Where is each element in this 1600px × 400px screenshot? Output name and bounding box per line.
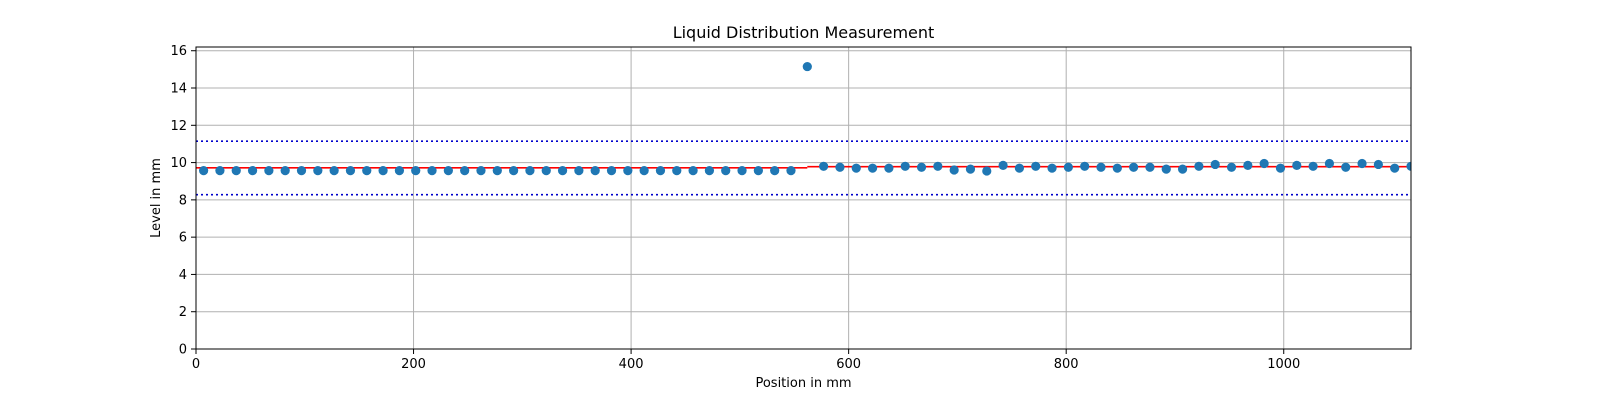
data-point bbox=[1014, 163, 1025, 173]
data-point bbox=[867, 163, 878, 173]
grid-layer bbox=[195, 47, 1411, 350]
data-point bbox=[541, 165, 551, 176]
data-point bbox=[1063, 162, 1073, 172]
data-point bbox=[1210, 159, 1220, 170]
data-point bbox=[1243, 160, 1253, 170]
data-point bbox=[639, 165, 649, 176]
data-point bbox=[786, 165, 796, 176]
data-point bbox=[655, 165, 666, 176]
data-point bbox=[884, 163, 894, 173]
data-point bbox=[1194, 161, 1204, 171]
plot-frame bbox=[195, 46, 1412, 350]
data-point bbox=[1031, 161, 1041, 171]
data-point bbox=[280, 165, 290, 176]
data-point bbox=[835, 162, 845, 172]
y-axis-title: Level in mm bbox=[149, 158, 164, 238]
y-tick-label: 10 bbox=[170, 156, 187, 171]
data-point bbox=[1324, 158, 1335, 169]
data-point bbox=[949, 165, 959, 175]
data-point bbox=[916, 162, 927, 172]
y-tick-label: 8 bbox=[179, 193, 187, 208]
data-point bbox=[590, 165, 600, 176]
data-point bbox=[1080, 161, 1090, 171]
data-point bbox=[1145, 162, 1155, 172]
data-point bbox=[851, 163, 861, 173]
data-point bbox=[1177, 164, 1188, 174]
data-point bbox=[264, 165, 274, 176]
data-point bbox=[394, 165, 405, 176]
data-point bbox=[329, 165, 339, 176]
data-point bbox=[574, 165, 584, 176]
data-point bbox=[1161, 164, 1171, 174]
data-point bbox=[199, 165, 209, 176]
data-point bbox=[802, 61, 812, 72]
data-point bbox=[933, 161, 943, 171]
data-point bbox=[606, 165, 617, 176]
data-point bbox=[1112, 163, 1122, 173]
data-point bbox=[215, 165, 225, 176]
data-point bbox=[1341, 162, 1351, 172]
y-tick-label: 4 bbox=[179, 268, 187, 283]
data-point bbox=[427, 165, 437, 176]
data-point bbox=[1390, 163, 1400, 173]
data-point bbox=[362, 165, 372, 176]
data-point bbox=[525, 165, 535, 176]
x-tick-label: 1000 bbox=[1267, 357, 1300, 372]
ticks-layer: 0 200 400 600 800 1000 0 2 4 6 8 10 12 14 16 bbox=[170, 44, 1300, 372]
data-point bbox=[900, 161, 910, 171]
data-point bbox=[492, 165, 502, 176]
data-point bbox=[721, 165, 731, 176]
x-tick-label: 400 bbox=[619, 357, 644, 372]
x-tick-label: 0 bbox=[192, 357, 200, 372]
x-axis-title: Position in mm bbox=[755, 376, 851, 391]
y-tick-label: 12 bbox=[170, 119, 187, 134]
data-point bbox=[443, 165, 453, 176]
data-point bbox=[296, 165, 307, 176]
data-point bbox=[378, 165, 388, 176]
x-tick-label: 600 bbox=[836, 357, 861, 372]
data-point bbox=[231, 165, 241, 176]
data-point bbox=[982, 166, 992, 176]
data-point bbox=[623, 165, 633, 176]
data-point bbox=[704, 165, 715, 176]
data-point bbox=[688, 165, 698, 176]
data-point bbox=[1096, 162, 1106, 172]
data-point bbox=[313, 165, 323, 176]
data-point bbox=[460, 165, 470, 176]
data-point bbox=[998, 160, 1008, 170]
y-tick-label: 16 bbox=[170, 44, 187, 59]
data-point bbox=[1292, 160, 1302, 170]
data-points-layer bbox=[199, 61, 1411, 176]
data-point bbox=[509, 165, 519, 176]
x-tick-label: 200 bbox=[401, 357, 426, 372]
x-tick-label: 800 bbox=[1054, 357, 1079, 372]
data-point bbox=[557, 165, 568, 176]
data-point bbox=[1308, 161, 1318, 171]
data-point bbox=[1357, 158, 1367, 169]
chart-title: Liquid Distribution Measurement bbox=[673, 23, 935, 42]
data-point bbox=[965, 164, 976, 174]
data-point bbox=[345, 165, 356, 176]
y-tick-label: 2 bbox=[179, 305, 187, 320]
data-point bbox=[1373, 159, 1383, 170]
y-tick-label: 14 bbox=[170, 82, 187, 97]
data-point bbox=[753, 165, 763, 176]
data-point bbox=[1275, 163, 1286, 173]
data-point bbox=[1226, 162, 1237, 172]
data-point bbox=[1047, 163, 1057, 173]
data-point bbox=[819, 161, 829, 171]
data-point bbox=[1259, 158, 1269, 169]
data-point bbox=[770, 165, 780, 176]
data-point bbox=[672, 165, 682, 176]
data-point bbox=[476, 165, 486, 176]
data-point bbox=[247, 165, 258, 176]
y-tick-label: 0 bbox=[179, 343, 187, 358]
y-tick-label: 6 bbox=[179, 231, 187, 246]
data-point bbox=[1129, 162, 1139, 172]
data-point bbox=[1406, 161, 1411, 171]
data-point bbox=[737, 165, 747, 176]
data-point bbox=[411, 165, 421, 176]
